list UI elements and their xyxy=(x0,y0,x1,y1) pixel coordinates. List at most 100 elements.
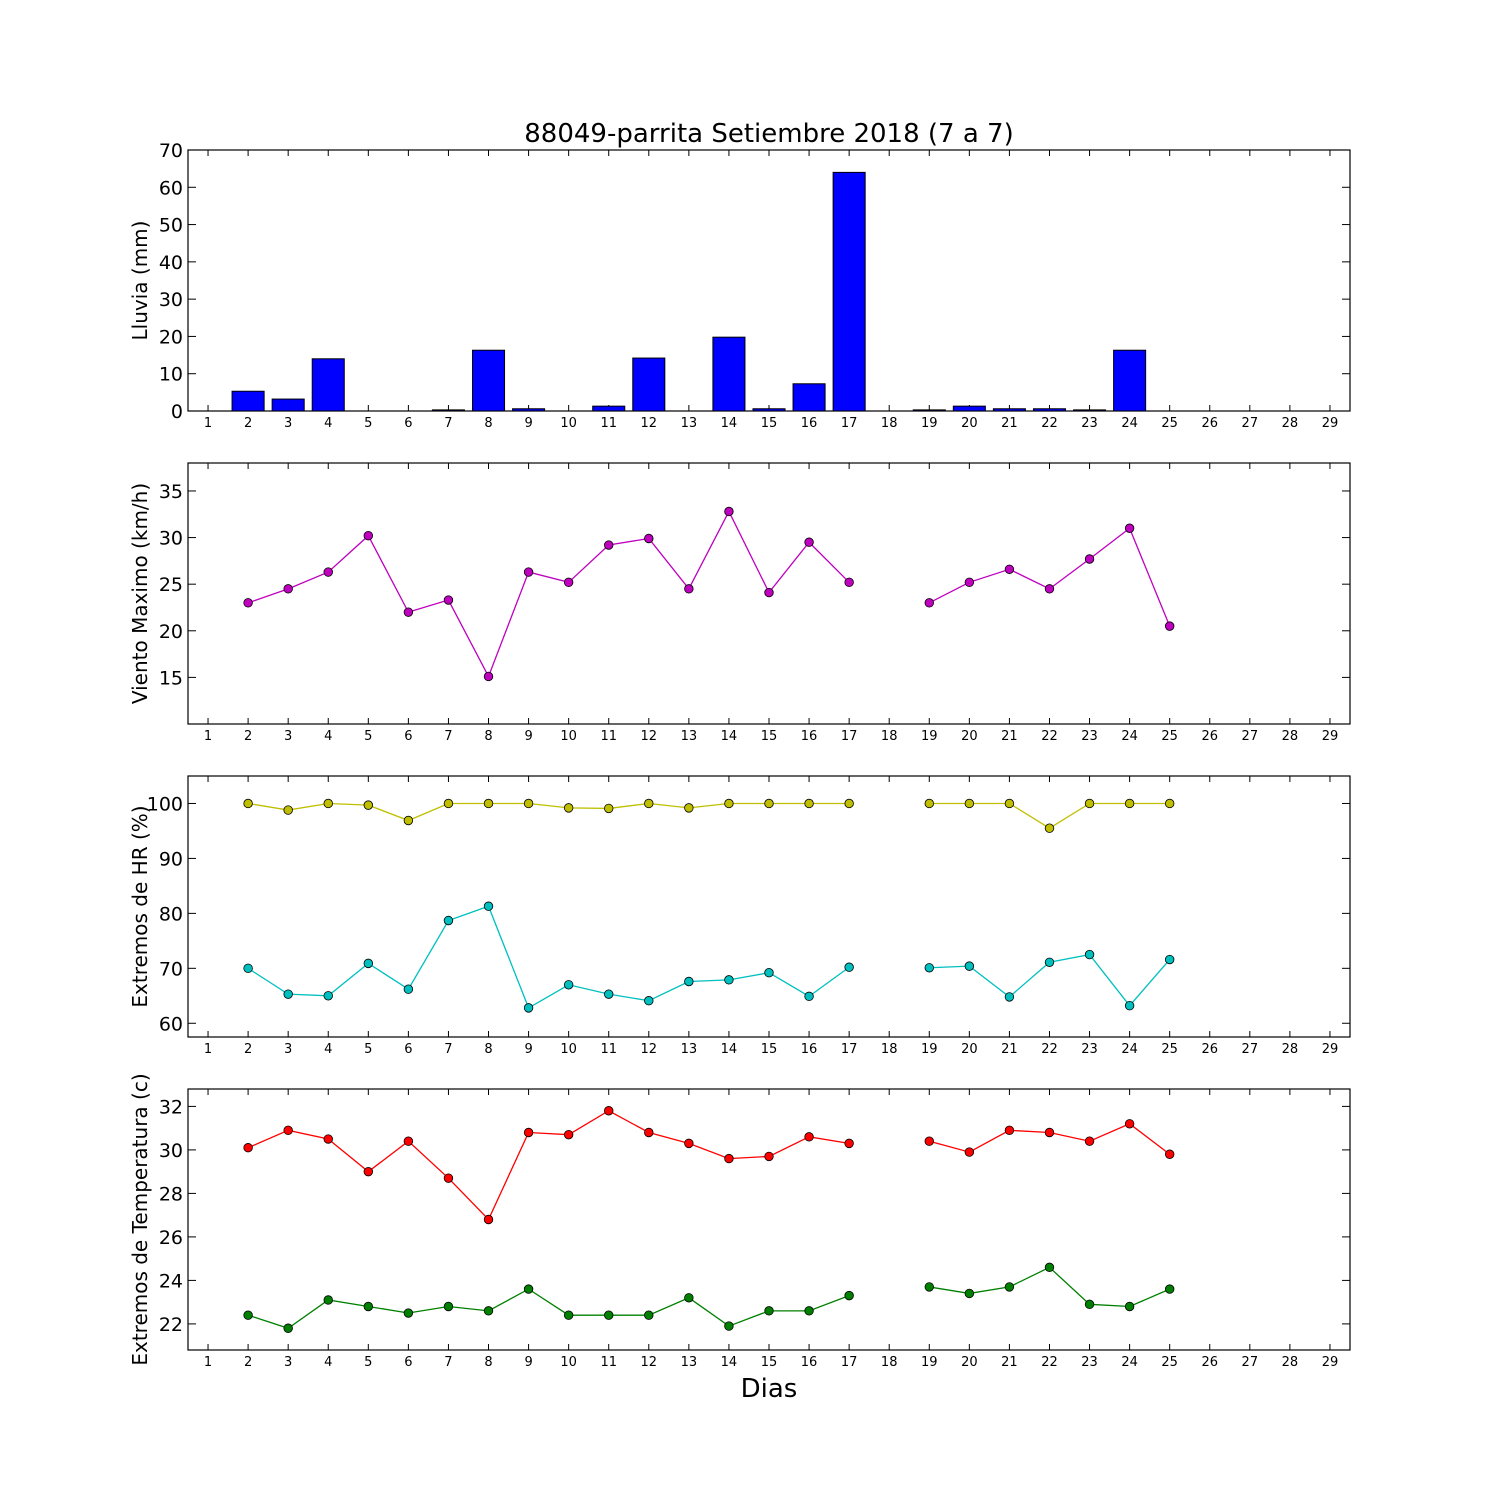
x-tick-label: 3 xyxy=(284,1355,292,1370)
data-point xyxy=(523,567,534,577)
y-tick-label: 60 xyxy=(159,177,183,199)
data-point xyxy=(443,1301,454,1312)
data-point xyxy=(1084,1299,1095,1310)
data-point xyxy=(964,577,975,588)
x-tick-label: 12 xyxy=(641,729,658,744)
data-point xyxy=(283,989,293,999)
x-tick-label: 21 xyxy=(1001,1042,1018,1057)
y-axis-label: Viento Maximo (km/h) xyxy=(128,483,152,704)
x-tick-label: 1 xyxy=(204,729,212,744)
rain-bar xyxy=(912,409,946,412)
x-tick-label: 4 xyxy=(324,729,332,744)
x-tick-label: 14 xyxy=(721,729,738,744)
data-point xyxy=(1164,621,1175,631)
y-tick-label: 32 xyxy=(159,1096,183,1118)
x-tick-label: 11 xyxy=(600,729,617,744)
data-point xyxy=(684,1293,694,1303)
x-tick-label: 3 xyxy=(284,416,292,431)
x-tick-label: 8 xyxy=(484,416,492,431)
data-point xyxy=(1004,1125,1015,1136)
x-tick-label: 14 xyxy=(721,1355,738,1370)
x-tick-label: 25 xyxy=(1161,1355,1178,1370)
x-tick-label: 18 xyxy=(881,729,898,744)
data-point xyxy=(1004,1282,1015,1292)
y-tick-label: 24 xyxy=(159,1270,183,1292)
y-axis-label: Lluvia (mm) xyxy=(128,221,152,341)
data-point xyxy=(924,1282,934,1292)
rain-bar xyxy=(752,408,786,412)
x-tick-label: 16 xyxy=(801,1042,818,1057)
y-tick-label: 28 xyxy=(159,1183,183,1205)
x-tick-label: 5 xyxy=(364,1042,372,1057)
data-point xyxy=(243,963,253,974)
x-tick-label: 9 xyxy=(524,1042,532,1057)
x-tick-label: 27 xyxy=(1242,1042,1259,1057)
x-tick-label: 28 xyxy=(1282,1355,1299,1370)
data-point xyxy=(764,1151,774,1162)
data-point xyxy=(243,798,253,809)
x-tick-label: 19 xyxy=(921,729,938,744)
data-point xyxy=(483,901,494,911)
y-tick-label: 25 xyxy=(159,574,183,596)
data-point xyxy=(804,1306,814,1316)
x-tick-label: 21 xyxy=(1001,416,1018,431)
x-tick-label: 6 xyxy=(404,1042,412,1057)
series-line xyxy=(247,802,850,822)
x-tick-label: 26 xyxy=(1201,1042,1218,1057)
rain-bar xyxy=(952,405,986,412)
data-point xyxy=(403,984,414,994)
data-point xyxy=(644,1127,654,1138)
x-tick-label: 29 xyxy=(1322,416,1339,431)
data-point xyxy=(243,1143,253,1153)
x-tick-label: 10 xyxy=(560,1042,577,1057)
data-point xyxy=(724,1153,734,1164)
x-axis-label: Dias xyxy=(741,1374,798,1404)
data-point xyxy=(403,1308,414,1318)
y-axis-label: Extremos de HR (%) xyxy=(128,805,152,1007)
x-tick-label: 28 xyxy=(1282,729,1299,744)
x-tick-label: 5 xyxy=(364,416,372,431)
y-tick-label: 10 xyxy=(159,364,183,386)
rain-bar xyxy=(231,390,265,412)
rain-bar xyxy=(712,336,746,412)
rain-bar xyxy=(632,357,666,412)
y-tick-label: 80 xyxy=(159,903,183,925)
data-point xyxy=(804,798,814,809)
data-point xyxy=(283,584,293,594)
x-tick-label: 8 xyxy=(484,1355,492,1370)
x-tick-label: 28 xyxy=(1282,1042,1299,1057)
x-tick-label: 20 xyxy=(961,1042,978,1057)
x-tick-label: 2 xyxy=(244,729,252,744)
data-point xyxy=(483,671,494,682)
rain-bar xyxy=(832,171,866,412)
data-point xyxy=(1004,798,1015,809)
y-tick-label: 0 xyxy=(171,401,183,423)
x-tick-label: 29 xyxy=(1322,1042,1339,1057)
data-point xyxy=(323,1295,333,1305)
rain-bar xyxy=(1073,409,1107,412)
data-point xyxy=(644,798,654,809)
x-tick-label: 15 xyxy=(761,1042,778,1057)
data-point xyxy=(924,963,934,973)
series-line xyxy=(247,1288,850,1329)
y-tick-label: 30 xyxy=(159,528,183,550)
x-tick-label: 23 xyxy=(1081,416,1098,431)
x-tick-label: 2 xyxy=(244,1042,252,1057)
data-point xyxy=(403,607,414,617)
y-tick-label: 100 xyxy=(147,793,183,815)
data-point xyxy=(523,1127,534,1138)
data-point xyxy=(964,1147,975,1157)
data-point xyxy=(243,1310,253,1320)
x-tick-label: 16 xyxy=(801,729,818,744)
x-tick-label: 16 xyxy=(801,1355,818,1370)
data-point xyxy=(1124,1301,1135,1312)
y-tick-label: 20 xyxy=(159,621,183,643)
x-tick-label: 4 xyxy=(324,1042,332,1057)
data-point xyxy=(924,798,934,809)
y-tick-label: 40 xyxy=(159,252,183,274)
data-point xyxy=(323,567,333,577)
